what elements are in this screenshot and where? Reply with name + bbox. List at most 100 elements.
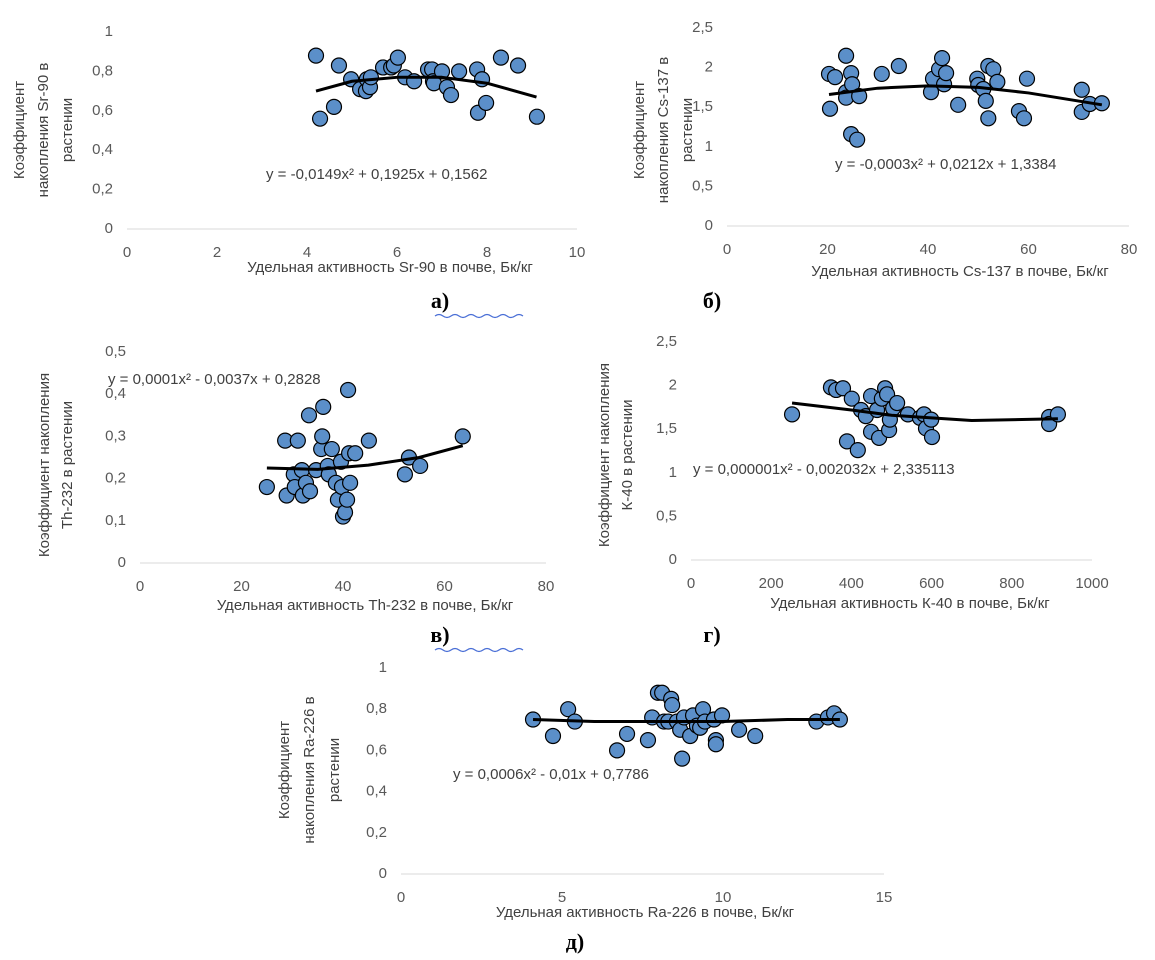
x-tick-label: 60 [436,578,453,595]
data-point [360,432,377,449]
x-tick-label: 20 [233,578,250,595]
y-tick-label: 1,5 [692,98,713,115]
x-tick-label: 0 [397,889,405,906]
data-point [980,110,997,127]
data-point [873,65,890,83]
x-tick-label: 80 [538,578,555,595]
data-point [608,742,626,759]
data-point [338,491,356,508]
data-point [664,696,681,714]
chart-panel: 0 0,5 1 1,5 2 2,5 0 200 400 600 800 1000 Удельная ак… [596,333,1109,647]
y-tick-label: 0,4 [105,385,126,402]
data-point [707,736,725,753]
y-tick-label: 0 [705,217,713,234]
x-axis-title: Удельная активность К-40 в почве, Бк/кг [770,595,1050,612]
y-axis-title: Коэффициент [631,81,648,179]
y-axis-title: Th-232 в растении [59,401,76,529]
data-point [528,108,546,125]
x-tick-label: 0 [123,244,131,261]
panel-caption: в) [430,622,449,647]
data-point [834,380,852,397]
data-point [826,69,844,86]
y-tick-label: 2,5 [656,333,677,350]
trendline [828,84,1103,107]
x-tick-label: 20 [819,241,836,258]
y-tick-label: 2 [705,59,713,76]
trendline [791,401,1058,422]
y-tick-label: 0,8 [92,62,113,79]
y-tick-label: 0,5 [105,343,126,360]
trendline-equation: y = -0,0149x² + 0,1925x + 0,1562 [266,166,487,183]
y-axis-title: растении [59,98,76,162]
x-tick-label: 10 [715,889,732,906]
data-point [412,457,429,475]
y-tick-label: 0,4 [366,783,387,800]
y-axis-title: Коэффициент [276,721,293,819]
chart-panel: 0 0,5 1 1,5 2 2,5 0 20 40 60 80 Удельная активность… [631,19,1137,313]
trendline [315,75,537,99]
x-tick-label: 2 [213,244,221,261]
x-axis-title: Удельная активность Cs-137 в почве, Бк/к… [811,263,1109,280]
data-point [843,390,860,407]
trendline [266,444,464,471]
y-axis-title: Коэффициент накопления [36,373,53,557]
data-point [837,47,855,64]
data-point [289,432,306,449]
x-tick-label: 40 [335,578,352,595]
data-point [492,49,510,66]
y-tick-label: 0,2 [366,824,387,841]
x-tick-label: 600 [919,575,944,592]
y-tick-label: 0 [669,551,677,568]
y-tick-label: 2 [669,377,677,394]
y-axis-title: К-40 в растении [619,400,636,511]
y-tick-label: 0 [105,220,113,237]
x-tick-label: 0 [723,241,731,258]
data-point [730,721,748,738]
x-tick-label: 80 [1121,241,1138,258]
data-point [989,73,1006,90]
data-point [325,98,343,115]
data-point [1015,110,1033,127]
y-axis-title: Коэффициент накопления [596,363,613,547]
y-tick-label: 0,6 [92,102,113,119]
data-point [849,442,866,459]
data-point [478,94,495,112]
panel-caption: г) [703,622,720,647]
panel-caption: д) [566,929,584,954]
data-point [389,49,406,66]
y-tick-label: 0,1 [105,512,126,529]
x-tick-label: 60 [1020,241,1037,258]
data-point [890,57,907,75]
data-point [307,47,325,64]
y-tick-label: 0,6 [366,741,387,758]
data-point [933,49,951,67]
data-point [442,86,460,104]
trendline-equation: y = 0,000001x² - 0,002032x + 2,335113 [693,461,955,478]
x-tick-label: 4 [303,244,311,261]
x-tick-label: 800 [999,575,1024,592]
data-point [314,428,331,445]
x-tick-label: 1000 [1075,575,1108,592]
x-tick-label: 15 [876,889,893,906]
trendline-equation: y = 0,0001x² - 0,0037x + 0,2828 [108,371,321,388]
data-point [1073,81,1090,98]
data-point [323,440,340,458]
x-axis-title: Удельная активность Ra-226 в почве, Бк/к… [496,904,795,921]
data-point [937,65,955,82]
y-tick-label: 0,3 [105,427,126,444]
data-point [454,428,471,445]
y-tick-label: 0 [379,865,387,882]
trendline-equation: y = -0,0003x² + 0,0212x + 1,3384 [835,156,1056,173]
data-point [347,445,364,462]
y-tick-label: 0,5 [656,507,677,524]
data-point [1018,70,1036,87]
data-point [396,466,414,483]
data-point [618,725,636,743]
x-tick-label: 40 [920,241,937,258]
data-point [362,69,379,86]
data-point [509,57,527,74]
x-tick-label: 0 [687,575,695,592]
y-tick-label: 0,5 [692,177,713,194]
